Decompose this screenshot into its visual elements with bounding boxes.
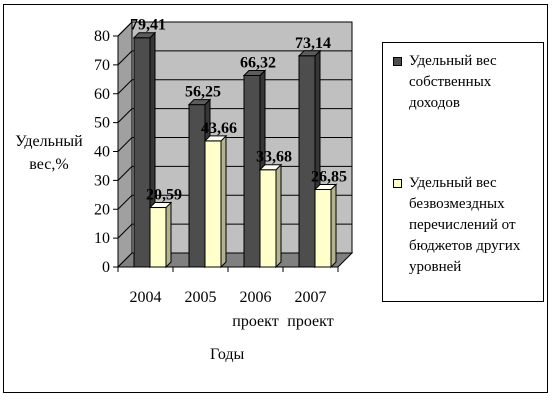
y-tick-label-30: 30 <box>94 172 110 189</box>
y-axis-title: Удельный вес,% <box>15 133 83 173</box>
data-labels: 79,41 20,59 56,25 43,66 66,32 33,68 73,14 26,85 <box>130 17 347 204</box>
bar-front-2006-s2 <box>259 169 277 268</box>
bar-top-2004-s2 <box>148 202 173 209</box>
legend-label-transfers: Удельный вес безвозмездных перечислений … <box>409 175 521 275</box>
bar-top-2006-s1 <box>242 70 267 77</box>
legend: Удельный вес собственных доходов Удельны… <box>382 42 544 302</box>
y-tick-label-50: 50 <box>94 115 110 132</box>
legend-item-own-revenue: Удельный вес собственных доходов <box>393 51 544 114</box>
bar-front-2007-s1 <box>298 55 316 268</box>
x-axis-title: Годы <box>210 346 245 363</box>
y-tick-label-20: 20 <box>94 201 110 218</box>
y-axis-ticks: 0 10 20 30 40 50 60 70 80 <box>94 28 119 276</box>
gridline-60 <box>117 79 352 95</box>
gridline-70 <box>117 50 352 66</box>
x-tick-sublabel-2006: проект <box>232 313 278 330</box>
bars <box>132 31 338 269</box>
gridline-50 <box>117 108 352 123</box>
data-label-2004-s2: 20,59 <box>146 187 182 204</box>
bar-side-2005-s2 <box>220 134 227 269</box>
chart-frame <box>3 4 548 393</box>
bar-side-2006-s2 <box>275 163 282 269</box>
bar-2004-s2 <box>148 201 173 269</box>
legend-label-own-revenue: Удельный вес собственных доходов <box>409 53 497 111</box>
data-label-2006-s2: 33,68 <box>256 149 292 166</box>
y-tick-label-10: 10 <box>94 230 110 247</box>
x-tick-label-2005: 2005 <box>185 289 217 306</box>
legend-item-transfers: Удельный вес безвозмездных перечислений … <box>393 173 544 278</box>
legend-swatch-transfers <box>393 179 402 188</box>
bar-front-2007-s2 <box>314 188 332 268</box>
y-tick-label-60: 60 <box>94 86 110 103</box>
data-label-2007-s1: 73,14 <box>295 35 331 52</box>
bar-2006-s2 <box>258 163 283 269</box>
legend-swatch-own-revenue <box>393 57 402 66</box>
bar-top-2007-s1 <box>297 50 322 57</box>
bar-top-2005-s1 <box>187 99 212 106</box>
bar-top-2005-s2 <box>203 135 228 142</box>
data-label-2005-s2: 43,66 <box>201 120 237 137</box>
y-tick-label-70: 70 <box>94 57 110 74</box>
data-label-2005-s1: 56,25 <box>185 84 221 101</box>
bar-side-2007-s2 <box>330 183 337 269</box>
gridline-80 <box>117 21 352 37</box>
bar-front-2005-s2 <box>204 140 222 268</box>
x-axis-ticks: 2004 2005 2006 проект 2007 проект <box>117 266 339 330</box>
bar-top-2004-s1 <box>132 32 157 39</box>
bar-front-2004-s2 <box>149 207 167 268</box>
y-tick-label-80: 80 <box>94 28 110 45</box>
bar-front-2004-s1 <box>133 37 151 268</box>
y-tick-label-40: 40 <box>94 144 110 161</box>
x-tick-label-2007: 2007 <box>295 289 327 306</box>
bar-2005-s2 <box>203 134 228 269</box>
data-label-2006-s1: 66,32 <box>240 55 276 72</box>
y-tick-label-0: 0 <box>102 259 110 276</box>
data-label-2004-s1: 79,41 <box>130 17 166 34</box>
bar-front-2006-s1 <box>243 75 261 268</box>
x-tick-label-2006: 2006 <box>240 289 272 306</box>
gridline-40 <box>117 137 352 152</box>
x-tick-label-2004: 2004 <box>130 289 162 306</box>
data-label-2007-s2: 26,85 <box>311 168 347 185</box>
bar-2007-s2 <box>313 183 338 269</box>
bar-side-2004-s2 <box>165 201 172 269</box>
x-tick-sublabel-2007: проект <box>287 313 333 330</box>
bar-top-2007-s2 <box>313 183 338 190</box>
bar-top-2006-s2 <box>258 164 283 171</box>
